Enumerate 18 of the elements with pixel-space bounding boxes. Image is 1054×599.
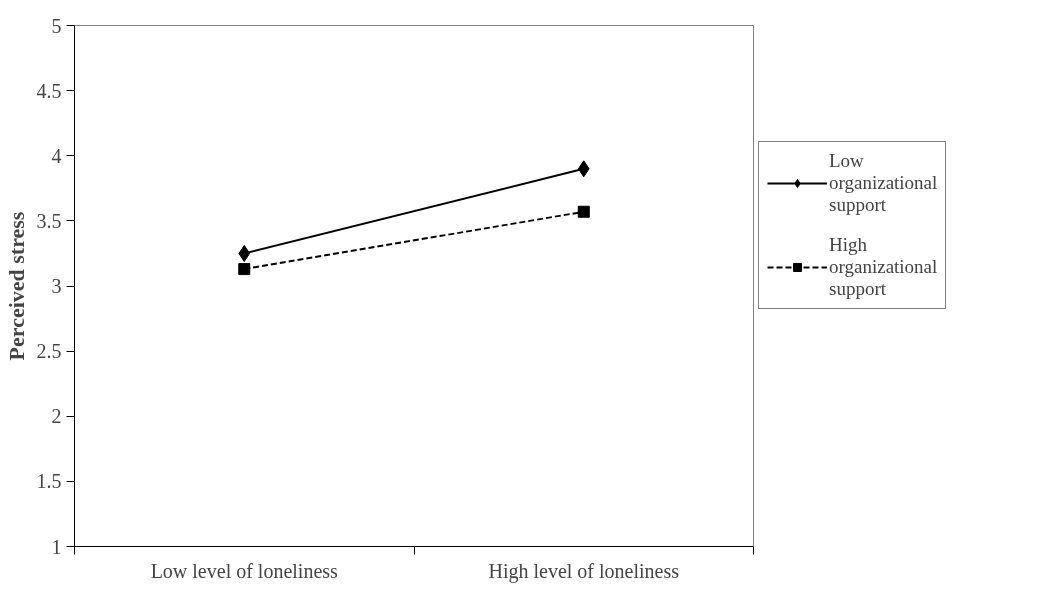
x-tick-label: High level of loneliness [488, 559, 680, 583]
y-tick-label: 1 [51, 535, 62, 558]
y-tick-label: 3.5 [36, 209, 62, 232]
y-axis-title: Perceived stress [3, 211, 29, 361]
y-tick-label: 3 [51, 275, 62, 297]
y-tick-label: 2 [51, 405, 62, 428]
point [577, 160, 590, 178]
y-tick-label: 4.5 [36, 79, 62, 102]
legend-label: Low organizational support [829, 150, 938, 216]
point [577, 205, 590, 218]
y-tick-label: 5 [51, 14, 62, 37]
point [238, 263, 251, 276]
point [238, 244, 251, 262]
x-tick-label: Low level of loneliness [150, 559, 339, 582]
y-tick-label: 4 [51, 144, 62, 167]
legend-label: High organizational support [829, 234, 938, 300]
y-tick-label: 2.5 [36, 340, 62, 363]
y-tick-label: 1.5 [36, 470, 62, 493]
